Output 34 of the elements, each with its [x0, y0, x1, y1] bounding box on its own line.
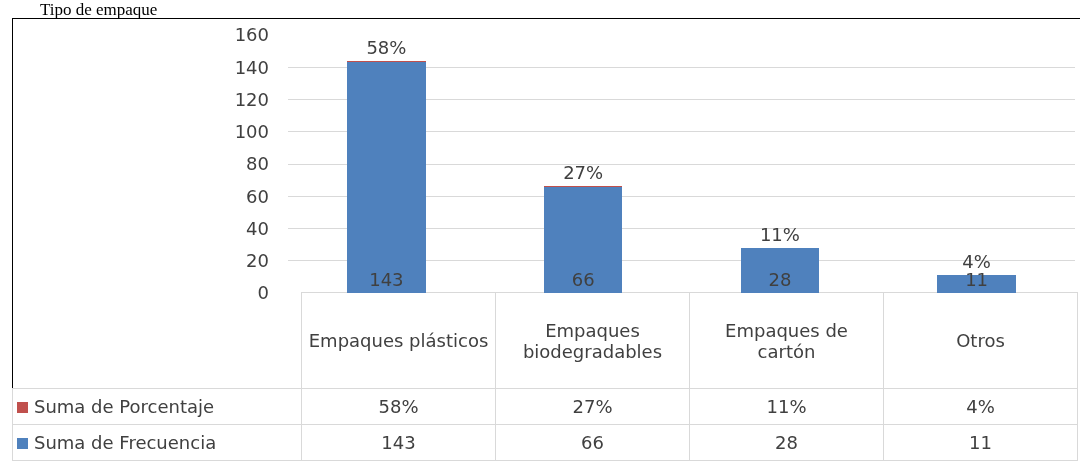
y-tick-label: 20: [246, 250, 269, 272]
text: 27%: [563, 162, 604, 184]
y-tick-label: 140: [234, 56, 269, 78]
data-label: 58%: [301, 388, 496, 425]
y-tick-label: 40: [246, 217, 269, 239]
text: 66: [571, 269, 595, 290]
data-label: 4%: [883, 388, 1078, 425]
bar: [543, 186, 623, 293]
legend-label: Suma de Frecuencia: [12, 424, 302, 461]
x-tick-label: Otros: [883, 292, 1078, 389]
bar: [347, 62, 426, 293]
data-label: 11%: [689, 388, 884, 425]
text: 28: [768, 269, 792, 290]
text: 11%: [759, 223, 800, 245]
bar: [937, 275, 1016, 293]
legend-label: Suma de Porcentaje: [12, 388, 302, 425]
text: 143: [369, 269, 404, 290]
y-tick-label: 120: [234, 88, 269, 110]
data-label: 11: [883, 424, 1078, 461]
y-tick-label: 60: [246, 185, 269, 207]
y-tick-label: 100: [234, 121, 269, 143]
bar: [740, 247, 820, 293]
data-label: 66: [495, 424, 690, 461]
text: Tipo de empaque: [40, 0, 158, 20]
x-tick-label: Empaques de cartón: [689, 292, 884, 389]
data-label: 27%: [495, 388, 690, 425]
data-label: 28: [689, 424, 884, 461]
x-tick-label: Empaques biodegradables: [495, 292, 690, 389]
data-label: 143: [301, 424, 496, 461]
y-tick-label: 80: [246, 153, 269, 175]
y-tick-label: 0: [257, 282, 269, 304]
text: 58%: [366, 37, 407, 59]
y-tick-label: 160: [234, 24, 269, 46]
x-tick-label: Empaques plásticos: [301, 292, 496, 389]
